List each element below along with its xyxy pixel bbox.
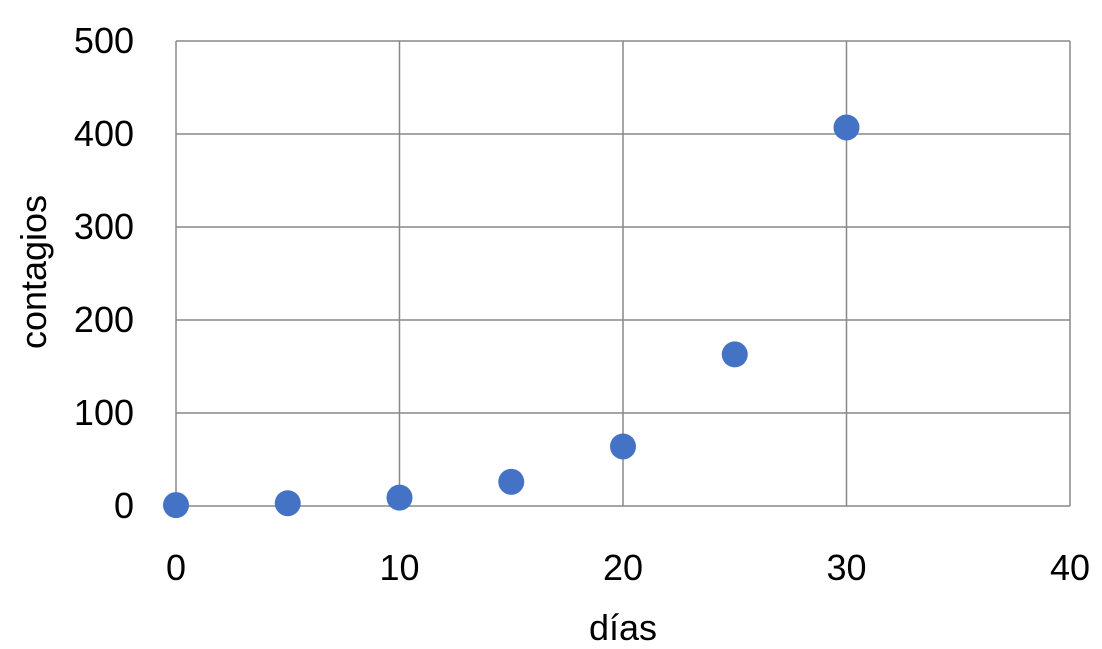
y-tick-label: 500 — [74, 20, 134, 61]
data-point — [386, 484, 413, 511]
y-tick-label: 400 — [74, 113, 134, 154]
y-tick-label: 300 — [74, 206, 134, 247]
y-axis-title: contagios — [13, 195, 54, 349]
x-tick-label: 0 — [166, 547, 186, 588]
data-points — [163, 114, 860, 519]
data-point — [274, 490, 301, 517]
grid-lines — [175, 40, 1071, 507]
x-tick-labels: 0 10 20 30 40 — [166, 547, 1090, 588]
data-point — [498, 468, 525, 495]
data-point — [721, 341, 748, 368]
data-point — [163, 492, 189, 519]
x-tick-label: 20 — [603, 547, 643, 588]
x-tick-label: 40 — [1050, 547, 1090, 588]
x-axis-title: días — [589, 607, 657, 648]
y-tick-label: 100 — [74, 392, 134, 433]
y-tick-labels: 0 100 200 300 400 500 — [74, 20, 134, 526]
data-point — [610, 433, 636, 460]
y-tick-label: 0 — [114, 485, 134, 526]
y-tick-label: 200 — [74, 299, 134, 340]
x-tick-label: 30 — [826, 547, 866, 588]
x-tick-label: 10 — [379, 547, 419, 588]
data-point — [833, 114, 860, 141]
